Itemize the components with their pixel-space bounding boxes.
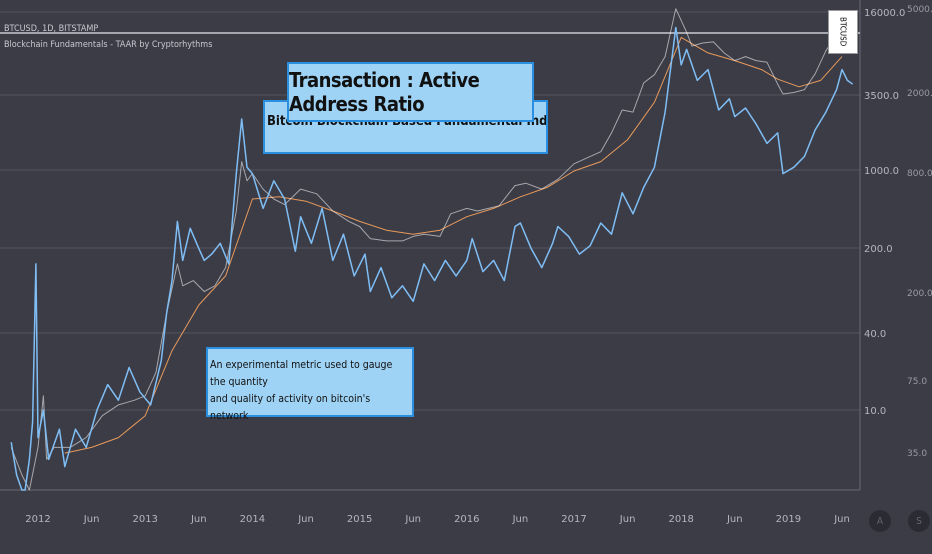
x-tick-label: Jun: [297, 514, 314, 525]
x-tick-label: Jun: [190, 514, 207, 525]
indicator-header: Blockchain Fundamentals - TAAR by Crypto…: [4, 40, 213, 50]
x-tick-label: 2016: [454, 514, 479, 525]
right-axis-price-label: 200.0: [864, 244, 893, 255]
x-tick-label: 2015: [347, 514, 372, 525]
right-axis-indicator-label: 800.0: [907, 169, 932, 179]
x-tick-label: 2014: [240, 514, 265, 525]
note-line-2: and quality of activity on bitcoin's net…: [210, 393, 371, 422]
x-tick-label: 2013: [132, 514, 157, 525]
x-tick-label: Jun: [833, 514, 850, 525]
title-callout: Transaction : Active Address Ratio: [287, 62, 534, 122]
symbol-header: BTCUSD, 1D, BITSTAMP: [4, 24, 99, 34]
right-axis-indicator-label: 5000.0: [907, 5, 932, 15]
right-axis-price-label: 16000.0: [864, 8, 905, 19]
log-scale-button[interactable]: S: [908, 510, 930, 532]
x-tick-label: Jun: [512, 514, 529, 525]
right-axis-price-label: 3500.0: [864, 91, 899, 102]
x-tick-label: Jun: [726, 514, 743, 525]
note-line-1: An experimental metric used to gauge the…: [210, 359, 393, 388]
right-axis-price-label: 10.0: [864, 406, 886, 417]
auto-scale-button[interactable]: A: [869, 510, 891, 532]
right-axis-indicator-label: 75.0: [907, 377, 927, 387]
x-tick-label: 2017: [561, 514, 586, 525]
price-series-line: [10, 8, 856, 491]
x-tick-label: 2018: [668, 514, 693, 525]
symbol-price-tag: BTCUSD: [828, 10, 858, 54]
title-text: Transaction : Active Address Ratio: [289, 68, 480, 116]
x-tick-label: 2019: [776, 514, 801, 525]
x-tick-label: Jun: [404, 514, 421, 525]
right-axis-indicator-label: 35.0: [907, 449, 927, 459]
note-callout: An experimental metric used to gauge the…: [206, 347, 414, 422]
right-axis-indicator-label: 200.0: [907, 289, 932, 299]
right-axis-price-label: 40.0: [864, 329, 886, 340]
x-tick-label: 2012: [25, 514, 50, 525]
x-tick-label: Jun: [619, 514, 636, 525]
x-tick-label: Jun: [83, 514, 100, 525]
symbol-tag-text: BTCUSD: [838, 17, 848, 47]
taar-series-line: [10, 26, 854, 491]
right-axis-indicator-label: 2000.0: [907, 89, 932, 99]
right-axis-price-label: 1000.0: [864, 166, 899, 177]
